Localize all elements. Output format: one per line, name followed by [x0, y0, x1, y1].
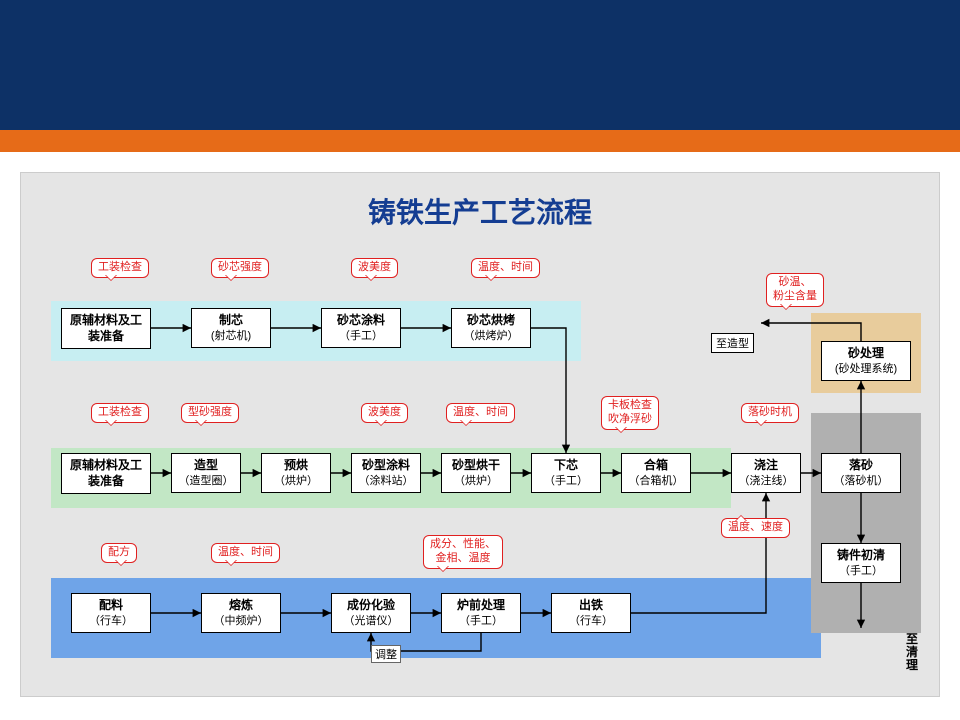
node-title: 成份化验 — [338, 598, 404, 614]
node-title: 预烘 — [268, 458, 324, 474]
label-adjust: 调整 — [371, 645, 401, 663]
node-title: 落砂 — [828, 458, 894, 474]
node-subtitle: （烘炉） — [448, 474, 504, 488]
node-subtitle: （浇注线） — [738, 474, 794, 488]
node-title: 原辅材料及工装准备 — [68, 313, 144, 344]
callout-c8: 温度、时间 — [446, 403, 515, 423]
node-n2: 制芯(射芯机) — [191, 308, 271, 348]
zone-blue — [51, 578, 821, 658]
node-title: 砂芯涂料 — [328, 313, 394, 329]
node-subtitle: （中频炉） — [208, 614, 274, 628]
label-to-cleaning: 至清理 — [906, 633, 918, 673]
node-r1: 砂处理(砂处理系统) — [821, 341, 911, 381]
node-title: 炉前处理 — [448, 598, 514, 614]
node-m3: 预烘（烘炉） — [261, 453, 331, 493]
node-title: 下芯 — [538, 458, 594, 474]
callout-c6: 型砂强度 — [181, 403, 239, 423]
callout-c12: 成分、性能、金相、温度 — [423, 535, 503, 569]
node-subtitle: （光谱仪） — [338, 614, 404, 628]
node-m1: 原辅材料及工装准备 — [61, 453, 151, 494]
node-title: 配料 — [78, 598, 144, 614]
node-subtitle: （手工） — [328, 329, 394, 343]
callout-c4: 温度、时间 — [471, 258, 540, 278]
node-b2: 熔炼（中频炉） — [201, 593, 281, 633]
node-title: 造型 — [178, 458, 234, 474]
node-n4: 砂芯烘烤（烘烤炉） — [451, 308, 531, 348]
callout-c5: 工装检查 — [91, 403, 149, 423]
callout-c2: 砂芯强度 — [211, 258, 269, 278]
header-dark — [0, 0, 960, 130]
node-title: 原辅材料及工装准备 — [68, 458, 144, 489]
node-subtitle: （烘烤炉） — [458, 329, 524, 343]
node-subtitle: （手工） — [448, 614, 514, 628]
header-orange — [0, 130, 960, 152]
node-title: 砂型涂料 — [358, 458, 414, 474]
callout-c11: 温度、时间 — [211, 543, 280, 563]
node-m8: 浇注（浇注线） — [731, 453, 801, 493]
callout-c10: 配方 — [101, 543, 137, 563]
node-title: 出铁 — [558, 598, 624, 614]
flowchart-canvas: 铸铁生产工艺流程 原辅材料及工装准备制芯(射芯机)砂芯涂料（手工）砂芯烘烤（烘烤… — [20, 172, 940, 697]
node-b3: 成份化验（光谱仪） — [331, 593, 411, 633]
node-title: 砂型烘干 — [448, 458, 504, 474]
node-subtitle: （手工） — [828, 564, 894, 578]
node-title: 熔炼 — [208, 598, 274, 614]
node-subtitle: （烘炉） — [268, 474, 324, 488]
label-to-molding: 至造型 — [711, 333, 754, 353]
node-subtitle: (砂处理系统) — [828, 362, 904, 376]
node-subtitle: （造型圈） — [178, 474, 234, 488]
node-title: 合箱 — [628, 458, 684, 474]
diagram-title: 铸铁生产工艺流程 — [21, 191, 939, 231]
callout-c9: 卡板检查吹净浮砂 — [601, 396, 659, 430]
node-subtitle: （行车） — [78, 614, 144, 628]
node-title: 制芯 — [198, 313, 264, 329]
node-m4: 砂型涂料（涂料站） — [351, 453, 421, 493]
callout-c7: 波美度 — [361, 403, 408, 423]
node-b4: 炉前处理（手工） — [441, 593, 521, 633]
zone-gray — [811, 413, 921, 633]
node-subtitle: (射芯机) — [198, 329, 264, 343]
node-title: 浇注 — [738, 458, 794, 474]
node-subtitle: （手工） — [538, 474, 594, 488]
node-r2: 落砂（落砂机） — [821, 453, 901, 493]
callout-c15: 砂温、粉尘含量 — [766, 273, 824, 307]
node-subtitle: （涂料站） — [358, 474, 414, 488]
node-title: 砂处理 — [828, 346, 904, 362]
node-subtitle: （落砂机） — [828, 474, 894, 488]
node-subtitle: （行车） — [558, 614, 624, 628]
node-n3: 砂芯涂料（手工） — [321, 308, 401, 348]
node-title: 铸件初清 — [828, 548, 894, 564]
node-r3: 铸件初清（手工） — [821, 543, 901, 583]
callout-c14: 落砂时机 — [741, 403, 799, 423]
node-m5: 砂型烘干（烘炉） — [441, 453, 511, 493]
node-m6: 下芯（手工） — [531, 453, 601, 493]
node-title: 砂芯烘烤 — [458, 313, 524, 329]
callout-c1: 工装检查 — [91, 258, 149, 278]
node-b1: 配料（行车） — [71, 593, 151, 633]
callout-c3: 波美度 — [351, 258, 398, 278]
node-n1: 原辅材料及工装准备 — [61, 308, 151, 349]
node-subtitle: （合箱机） — [628, 474, 684, 488]
callout-c13: 温度、速度 — [721, 518, 790, 538]
node-m7: 合箱（合箱机） — [621, 453, 691, 493]
node-b5: 出铁（行车） — [551, 593, 631, 633]
node-m2: 造型（造型圈） — [171, 453, 241, 493]
